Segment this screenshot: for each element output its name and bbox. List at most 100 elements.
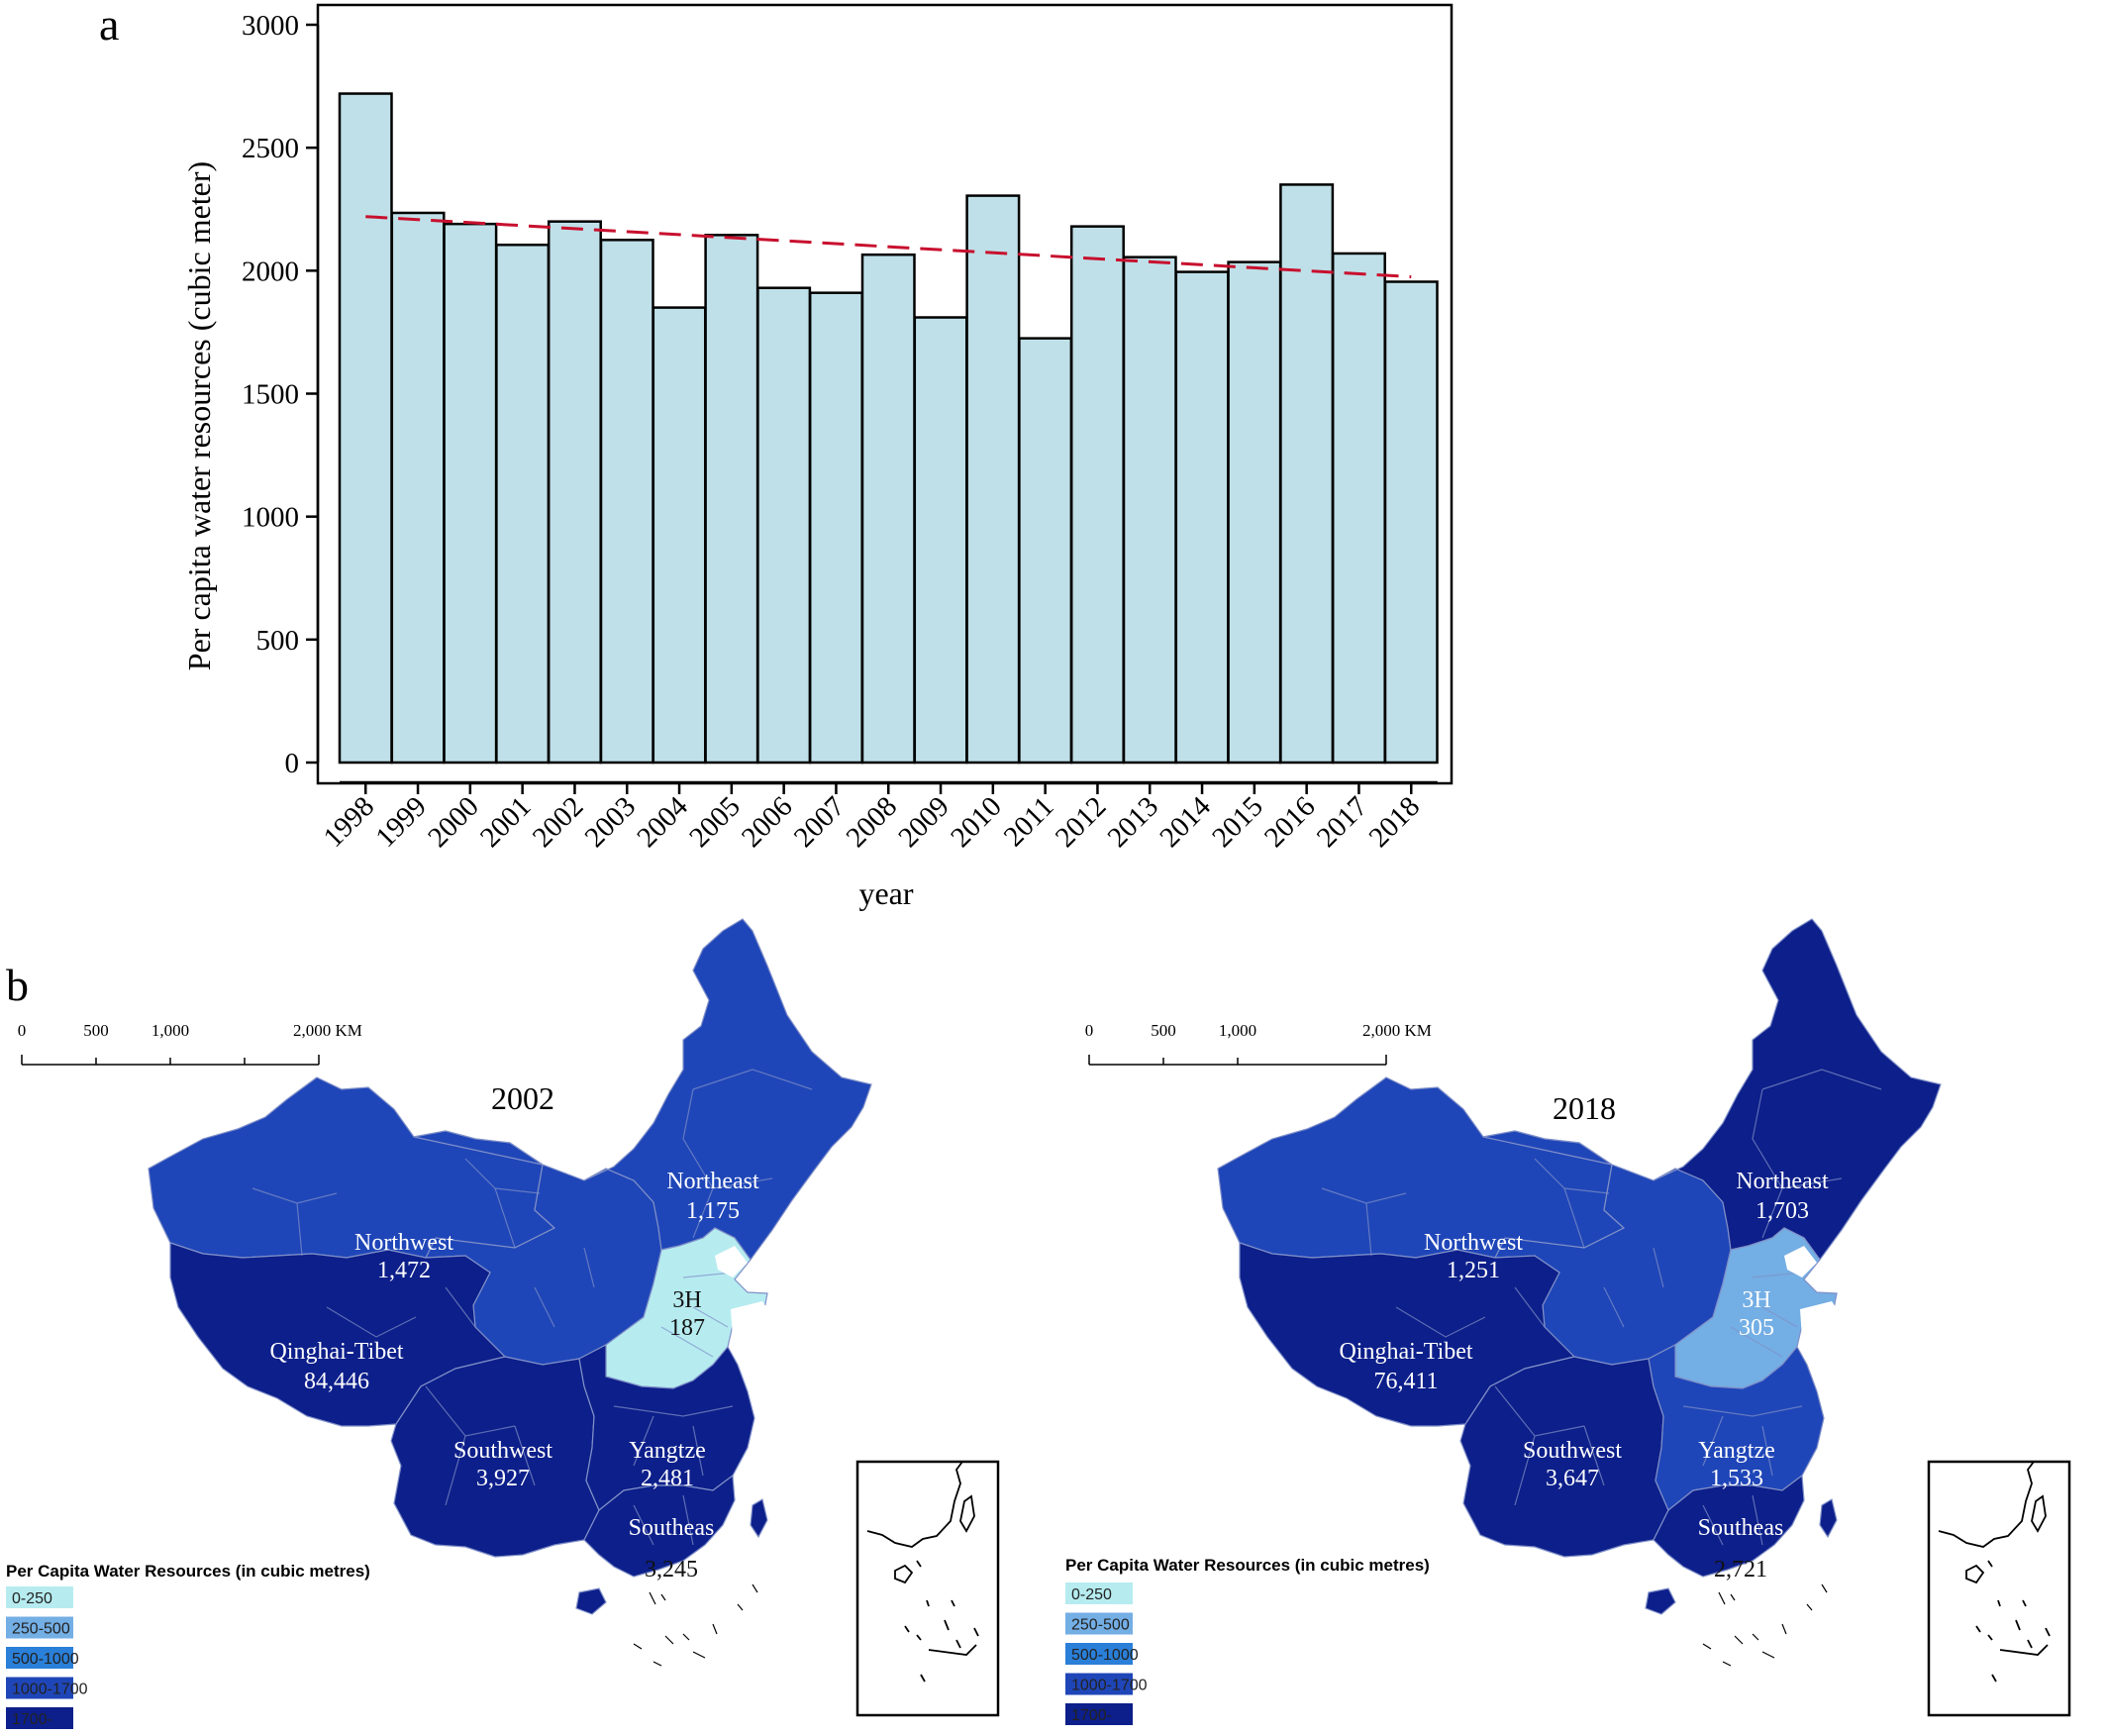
y-tick-label: 2000	[242, 255, 299, 287]
region-southeast	[1653, 1474, 1805, 1578]
bar-2007	[808, 291, 863, 765]
region-name-yangtze: Yangtze	[1698, 1438, 1775, 1464]
region-value-h3: 305	[1739, 1315, 1774, 1341]
x-tick-label: 2005	[683, 790, 747, 854]
x-axis-label: year	[858, 875, 913, 911]
x-tick-label: 2014	[1154, 790, 1217, 854]
regions	[1217, 918, 1942, 1667]
y-tick-label: 1500	[242, 379, 299, 411]
legend-label: 0-250	[1071, 1586, 1112, 1603]
region-name-northeast: Northeast	[1736, 1169, 1829, 1194]
bar-1999	[390, 211, 446, 765]
legend-label: 1000-1700	[1071, 1678, 1148, 1694]
bar-2013	[1122, 255, 1177, 765]
x-tick-label: 2001	[474, 790, 538, 854]
region-southeast	[575, 1587, 607, 1615]
legend-title: Per Capita Water Resources (in cubic met…	[6, 1562, 370, 1581]
panel-a-label: a	[99, 0, 119, 50]
x-tick-label: 2018	[1363, 790, 1427, 854]
legend-label: 500-1000	[12, 1651, 79, 1668]
x-tick-label: 2017	[1311, 790, 1374, 854]
region-yangtze	[578, 1344, 755, 1511]
scale-label-1000: 1,000	[151, 1021, 189, 1040]
bar-1998	[338, 92, 393, 765]
bar-2002	[547, 220, 602, 765]
panel-b: b Northwest1,472Northeast1,175Qinghai-Ti…	[6, 918, 2071, 1729]
x-tick-label: 1999	[369, 790, 433, 854]
x-tick-label: 2011	[998, 790, 1060, 853]
region-value-southeast: 3,245	[645, 1557, 698, 1583]
legend-swatch	[1065, 1673, 1133, 1695]
region-value-southeast: 2,721	[1714, 1557, 1767, 1583]
bar-2015	[1227, 260, 1282, 765]
bar-2005	[704, 234, 759, 765]
bar-2009	[913, 316, 968, 765]
region-southeast	[583, 1474, 736, 1578]
y-axis-label: Per capita water resources (cubic meter)	[181, 161, 217, 670]
legend-swatch	[1065, 1703, 1133, 1725]
legend-label: 1700-	[12, 1711, 52, 1728]
region-yangtze	[1648, 1344, 1825, 1511]
region-value-northeast: 1,703	[1756, 1198, 1809, 1224]
y-axis: 0 500 1000 1500 2000 2500 3000	[242, 10, 320, 779]
y-tick-label: 0	[285, 748, 300, 779]
legend-label: 250-500	[12, 1621, 70, 1638]
region-value-southwest: 3,927	[476, 1466, 530, 1491]
region-value-qinghai: 76,411	[1373, 1369, 1438, 1394]
x-tick-label: 1998	[318, 790, 381, 854]
region-name-northwest: Northwest	[1424, 1230, 1523, 1256]
bar-2011	[1018, 337, 1073, 765]
legend-title: Per Capita Water Resources (in cubic met…	[1065, 1556, 1430, 1575]
legend-swatch	[1065, 1643, 1133, 1665]
x-tick-label: 2002	[527, 790, 590, 854]
region-value-northwest: 1,251	[1447, 1258, 1500, 1283]
region-name-southwest: Southwest	[1523, 1438, 1622, 1464]
legend-label: 250-500	[1071, 1617, 1130, 1634]
region-name-qinghai: Qinghai-Tibet	[269, 1339, 403, 1365]
region-name-h3: 3H	[672, 1287, 701, 1313]
region-southeast	[1819, 1498, 1838, 1539]
bar-2004	[652, 306, 707, 765]
bar-2014	[1174, 270, 1230, 765]
x-tick-label: 2013	[1102, 790, 1165, 854]
bar-2003	[599, 239, 654, 765]
legend-label: 500-1000	[1071, 1647, 1139, 1664]
x-axis: 1998199920002001200220032004200520062007…	[318, 780, 1438, 854]
legend-label: 1700-	[1071, 1707, 1112, 1724]
legend-swatch	[6, 1677, 73, 1699]
region-name-northeast: Northeast	[666, 1169, 759, 1194]
region-name-qinghai: Qinghai-Tibet	[1339, 1339, 1472, 1365]
y-tick-label: 500	[256, 625, 300, 657]
bar-2016	[1279, 183, 1335, 765]
scale-label-1000: 1,000	[1219, 1021, 1256, 1040]
map-year: 2018	[1553, 1090, 1616, 1126]
x-tick-label: 2008	[841, 790, 904, 854]
bar-2000	[443, 222, 498, 765]
bar-2017	[1331, 252, 1386, 765]
south-china-sea-inset	[1927, 1460, 2071, 1717]
scale-label-2000: 2,000 KM	[1362, 1021, 1432, 1040]
region-value-h3: 187	[669, 1315, 705, 1341]
region-name-yangtze: Yangtze	[629, 1438, 706, 1464]
x-tick-label: 2003	[579, 790, 643, 854]
region-value-yangtze: 1,533	[1710, 1466, 1763, 1491]
region-value-northwest: 1,472	[377, 1258, 431, 1283]
scale-label-2000: 2,000 KM	[293, 1021, 362, 1040]
region-name-h3: 3H	[1742, 1287, 1770, 1313]
scale-label-0: 0	[18, 1021, 27, 1040]
trend-line	[365, 215, 1412, 279]
bar-2018	[1383, 280, 1439, 765]
x-tick-label: 2009	[892, 790, 955, 854]
legend-swatch	[6, 1616, 73, 1639]
region-value-yangtze: 2,481	[641, 1466, 694, 1491]
scale-bar: 0 500 1,000 2,000 KM	[18, 1021, 362, 1066]
x-tick-label: 2006	[736, 790, 799, 854]
region-name-northwest: Northwest	[354, 1230, 453, 1256]
legend-swatch	[6, 1586, 73, 1608]
bar-2008	[860, 253, 916, 765]
